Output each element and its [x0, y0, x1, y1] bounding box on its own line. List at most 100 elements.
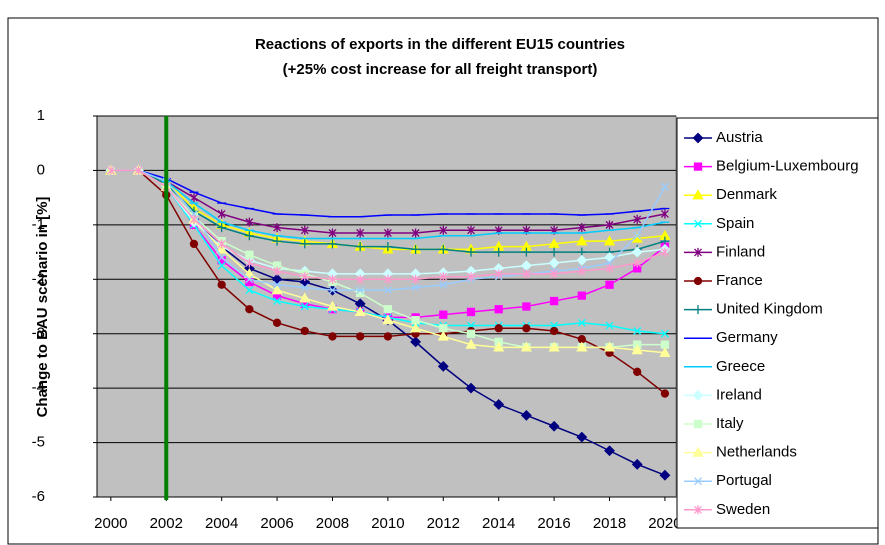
marker	[328, 332, 337, 341]
marker	[354, 306, 366, 317]
marker	[217, 239, 226, 249]
marker	[694, 505, 702, 515]
marker	[300, 225, 309, 235]
y-tick-label: 1	[37, 107, 45, 124]
marker	[439, 324, 448, 333]
y-tick-label: -3	[32, 325, 45, 342]
marker	[522, 302, 531, 311]
marker	[522, 269, 531, 279]
marker	[467, 272, 475, 282]
marker	[272, 261, 282, 270]
marker	[272, 236, 282, 246]
marker	[605, 220, 614, 230]
legend-label: Portugal	[716, 472, 772, 489]
marker	[244, 231, 254, 241]
legend-label: Austria	[716, 129, 763, 146]
marker	[493, 341, 505, 352]
marker	[692, 189, 704, 200]
marker	[134, 165, 143, 175]
marker	[300, 302, 309, 311]
marker	[693, 162, 703, 171]
marker	[603, 235, 616, 246]
marker	[273, 266, 282, 276]
marker	[660, 329, 669, 338]
marker	[631, 458, 643, 470]
marker	[694, 477, 702, 486]
marker	[356, 228, 365, 238]
marker	[659, 346, 671, 357]
chart-title: Reactions of exports in the different EU…	[255, 36, 625, 53]
marker	[326, 300, 339, 311]
marker	[576, 431, 588, 443]
marker	[411, 228, 420, 238]
x-tick-label: 2002	[150, 515, 183, 532]
x-tick-label: 2008	[316, 515, 349, 532]
marker	[245, 305, 254, 314]
y-tick-label: -1	[32, 216, 45, 233]
marker	[660, 247, 669, 257]
marker	[576, 235, 588, 246]
marker	[576, 341, 588, 352]
marker	[494, 305, 503, 314]
marker	[522, 324, 531, 333]
marker	[576, 254, 588, 266]
marker	[410, 336, 422, 348]
marker	[217, 223, 227, 233]
marker	[217, 253, 226, 262]
marker	[300, 239, 310, 249]
marker	[217, 280, 226, 289]
marker	[355, 242, 365, 252]
marker	[106, 165, 115, 175]
marker	[217, 261, 226, 270]
marker	[273, 280, 282, 289]
y-tick-label: -4	[32, 379, 45, 396]
marker	[382, 314, 394, 325]
marker	[216, 243, 228, 254]
marker	[273, 297, 282, 306]
legend-label: Sweden	[716, 501, 770, 518]
marker	[549, 326, 559, 336]
marker	[328, 228, 337, 238]
marker	[271, 273, 283, 285]
marker	[439, 272, 448, 282]
marker	[300, 283, 309, 292]
legend-label: Finland	[716, 243, 765, 260]
legend-label: Greece	[716, 358, 765, 375]
marker	[465, 338, 477, 349]
marker	[356, 286, 365, 295]
y-tick-label: -2	[32, 270, 45, 287]
x-tick-label: 2018	[593, 515, 626, 532]
marker	[465, 382, 477, 394]
marker	[271, 284, 283, 295]
marker	[356, 274, 365, 284]
marker	[245, 258, 254, 268]
y-tick-label: -6	[32, 488, 45, 505]
marker	[660, 389, 670, 398]
legend-label: Germany	[716, 329, 778, 346]
marker	[439, 310, 448, 319]
marker	[299, 276, 311, 288]
marker	[660, 340, 670, 349]
marker	[549, 247, 559, 257]
marker	[467, 225, 475, 235]
marker	[520, 341, 533, 352]
marker	[692, 132, 704, 144]
marker	[692, 446, 704, 457]
marker	[694, 219, 702, 228]
marker	[383, 305, 393, 314]
marker	[411, 274, 420, 284]
marker	[549, 296, 559, 306]
marker	[466, 329, 476, 338]
marker	[217, 209, 226, 219]
chart-subtitle: (+25% cost increase for all freight tran…	[283, 61, 598, 78]
legend-label: Belgium-Luxembourg	[716, 158, 859, 175]
marker	[633, 258, 642, 268]
marker	[577, 223, 586, 233]
marker	[633, 231, 642, 240]
marker	[437, 360, 449, 372]
marker	[243, 268, 255, 278]
marker	[604, 445, 615, 457]
marker	[494, 269, 503, 279]
legend-label: Italy	[716, 415, 744, 432]
marker	[605, 280, 614, 289]
